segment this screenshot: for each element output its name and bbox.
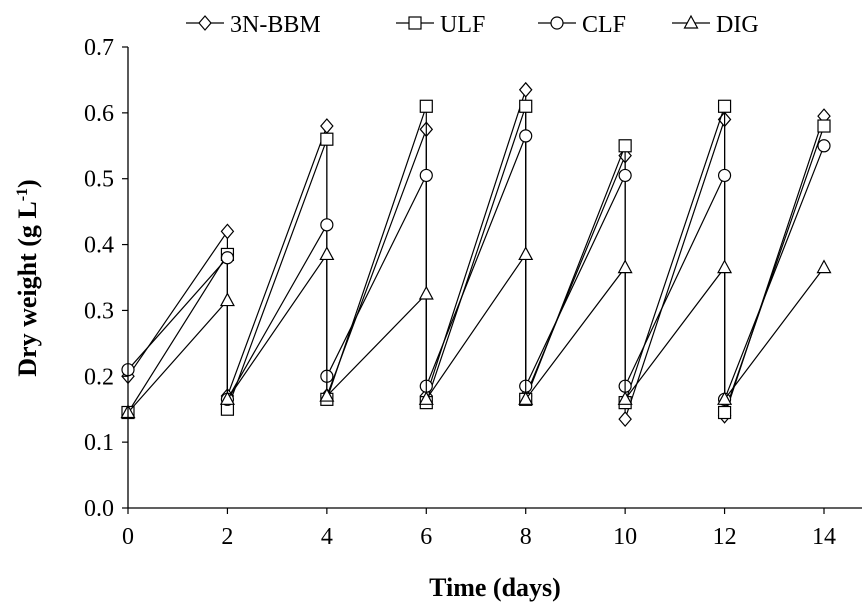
legend-marker-ULF xyxy=(408,16,422,30)
data-point-ULF-3 xyxy=(320,132,334,146)
data-point-DIG-10 xyxy=(617,391,633,405)
x-tick-label: 14 xyxy=(812,524,836,550)
series-DIG xyxy=(120,246,832,419)
data-point-ULF-5 xyxy=(419,99,433,113)
data-point-DIG-7 xyxy=(518,246,534,261)
y-axis-title-sup: -1 xyxy=(14,188,31,201)
data-point-3N-BBM-7 xyxy=(518,81,533,98)
data-point-3N-BBM-3 xyxy=(320,118,334,134)
legend-label: CLF xyxy=(582,12,626,38)
y-tick-label: 0.2 xyxy=(84,364,114,390)
data-point-CLF-3 xyxy=(320,218,334,232)
axes-layer xyxy=(127,47,862,509)
y-tick-label: 0.6 xyxy=(84,101,114,127)
x-tick-label: 4 xyxy=(321,524,333,550)
y-tick-label: 0.5 xyxy=(84,167,114,193)
data-point-DIG-13 xyxy=(816,259,832,274)
y-tick-label: 0.7 xyxy=(84,35,114,61)
x-tick-label: 0 xyxy=(122,524,134,550)
data-point-DIG-1 xyxy=(219,292,235,307)
x-tick-label: 2 xyxy=(221,524,233,550)
data-point-DIG-3 xyxy=(319,246,335,261)
legend-marker-CLF xyxy=(550,16,564,30)
series-layer xyxy=(120,81,832,428)
data-point-CLF-13 xyxy=(817,139,831,153)
x-tick-label: 6 xyxy=(420,524,432,550)
x-tick-label: 8 xyxy=(520,524,532,550)
data-point-ULF-9 xyxy=(618,139,632,153)
legend-marker-DIG xyxy=(683,14,699,29)
y-tick-label: 0.4 xyxy=(84,233,114,259)
legend-item-CLF: CLF xyxy=(538,12,626,38)
y-axis-title-main: Dry weight (g L xyxy=(13,201,42,376)
series-line-3N-BBM xyxy=(127,89,825,420)
x-axis-title: Time (days) xyxy=(429,573,561,602)
data-point-CLF-11 xyxy=(717,168,732,183)
series-line-ULF xyxy=(127,106,825,413)
legend-label: 3N-BBM xyxy=(230,12,321,38)
data-point-DIG-4 xyxy=(319,387,335,402)
data-point-ULF-12 xyxy=(717,405,732,420)
y-axis-title-close: ) xyxy=(13,179,42,188)
data-point-DIG-12 xyxy=(717,391,733,405)
legend-item-3N-BBM: 3N-BBM xyxy=(186,12,321,38)
data-point-CLF-9 xyxy=(618,168,632,183)
x-tick-label: 10 xyxy=(613,524,637,550)
data-point-ULF-7 xyxy=(519,99,533,113)
y-tick-label: 0.1 xyxy=(84,430,114,456)
data-point-CLF-7 xyxy=(519,129,533,143)
legend-label: ULF xyxy=(440,12,485,38)
y-tick-label: 0.3 xyxy=(84,298,114,324)
legend: 3N-BBM ULF CLF DIG xyxy=(186,12,759,38)
data-point-DIG-2 xyxy=(219,391,235,405)
data-point-3N-BBM-1 xyxy=(220,223,235,240)
y-axis-title: Dry weight (g L-1) xyxy=(13,179,42,376)
data-point-ULF-13 xyxy=(817,119,831,133)
data-point-DIG-5 xyxy=(418,285,434,300)
data-point-DIG-11 xyxy=(717,259,733,274)
ticks-layer: 0.0 0.1 0.2 0.3 0.4 0.5 0.6 0.7 0 2 4 6 8 10 12 14 xyxy=(84,35,836,550)
y-tick-label: 0.0 xyxy=(84,496,114,522)
legend-item-ULF: ULF xyxy=(396,12,485,38)
data-point-DIG-8 xyxy=(518,391,534,405)
legend-label: DIG xyxy=(716,12,759,38)
series-line-DIG xyxy=(127,252,825,413)
data-point-DIG-9 xyxy=(617,259,633,274)
legend-item-DIG: DIG xyxy=(672,12,759,38)
data-point-CLF-5 xyxy=(419,168,433,183)
data-point-ULF-11 xyxy=(717,99,732,113)
data-point-DIG-6 xyxy=(418,391,434,405)
data-point-CLF-1 xyxy=(220,251,235,265)
legend-marker-3N-BBM xyxy=(198,15,212,31)
x-tick-label: 12 xyxy=(713,524,737,550)
data-point-3N-BBM-10 xyxy=(618,411,632,428)
series-line-CLF xyxy=(127,135,825,402)
